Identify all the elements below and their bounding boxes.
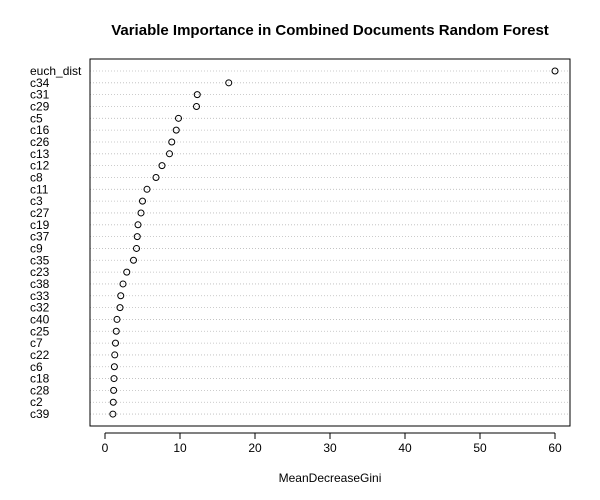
- data-point-c22: [111, 351, 119, 359]
- category-label-c40: c40: [30, 312, 50, 326]
- data-point-c32: [116, 304, 124, 312]
- category-label-c2: c2: [30, 395, 43, 409]
- data-point-euch-dist: [551, 67, 559, 75]
- data-point-c28: [110, 386, 118, 394]
- data-point-c25: [112, 327, 120, 335]
- category-label-c35: c35: [30, 253, 50, 267]
- data-point-c19: [134, 221, 142, 229]
- data-point-c9: [133, 244, 140, 252]
- x-tick-label: 20: [248, 441, 262, 455]
- category-label-c26: c26: [30, 135, 50, 149]
- data-point-c39: [109, 410, 117, 418]
- category-label-c16: c16: [30, 123, 50, 137]
- category-label-c7: c7: [30, 336, 43, 350]
- category-label-c5: c5: [30, 111, 43, 125]
- category-label-c22: c22: [30, 348, 50, 362]
- category-label-c39: c39: [30, 407, 50, 421]
- data-point-c26: [168, 138, 176, 146]
- grid-layer: [90, 70, 570, 415]
- data-point-c23: [123, 268, 131, 276]
- data-point-c16: [172, 126, 180, 134]
- data-point-c27: [137, 209, 145, 217]
- x-tick-label: 60: [548, 441, 562, 455]
- data-point-c18: [110, 375, 118, 383]
- x-tick-label: 50: [473, 441, 487, 455]
- plot-frame: [89, 58, 571, 427]
- x-axis: 0 10 20 30 40 50 60: [102, 432, 562, 455]
- data-point-c34: [225, 79, 233, 87]
- data-point-c7: [112, 339, 119, 347]
- category-label-c11: c11: [30, 182, 49, 196]
- data-point-c2: [109, 398, 117, 406]
- category-label-c37: c37: [30, 230, 50, 244]
- category-labels: euch_distc34c31c29c5c16c26c13c12c8c11c3c…: [30, 64, 82, 421]
- data-point-c12: [158, 162, 166, 170]
- data-point-c11: [143, 185, 151, 193]
- data-point-c13: [166, 150, 173, 158]
- data-point-c33: [117, 292, 125, 300]
- category-label-c29: c29: [30, 99, 50, 113]
- data-point-c40: [113, 315, 121, 323]
- data-point-c35: [130, 256, 137, 264]
- x-axis-label: MeanDecreaseGini: [279, 471, 382, 485]
- category-label-c33: c33: [30, 289, 50, 303]
- x-tick-label: 10: [173, 441, 187, 455]
- data-point-c37: [133, 233, 141, 241]
- category-label-c34: c34: [30, 76, 50, 90]
- category-label-c12: c12: [30, 159, 50, 173]
- chart-title: Variable Importance in Combined Document…: [111, 22, 549, 39]
- category-label-euch-dist: euch_dist: [30, 64, 82, 78]
- category-label-c28: c28: [30, 383, 50, 397]
- category-label-c38: c38: [30, 277, 50, 291]
- category-label-c8: c8: [30, 170, 43, 184]
- x-tick-label: 40: [398, 441, 412, 455]
- data-point-c38: [119, 280, 127, 288]
- category-label-c19: c19: [30, 218, 50, 232]
- category-label-c9: c9: [30, 241, 43, 255]
- data-point-c8: [152, 173, 160, 181]
- category-label-c18: c18: [30, 372, 50, 386]
- category-label-c25: c25: [30, 324, 50, 338]
- data-point-c3: [139, 197, 146, 205]
- points-layer: [109, 67, 559, 418]
- category-label-c32: c32: [30, 301, 50, 315]
- category-label-c6: c6: [30, 360, 43, 374]
- x-tick-label: 30: [323, 441, 337, 455]
- category-label-c31: c31: [30, 88, 50, 102]
- data-point-c6: [110, 363, 118, 371]
- data-point-c31: [193, 91, 201, 99]
- category-label-c13: c13: [30, 147, 50, 161]
- category-label-c3: c3: [30, 194, 43, 208]
- x-tick-label: 0: [102, 441, 109, 455]
- data-point-c29: [193, 102, 200, 110]
- category-label-c23: c23: [30, 265, 50, 279]
- data-point-c5: [175, 114, 182, 122]
- category-label-c27: c27: [30, 206, 50, 220]
